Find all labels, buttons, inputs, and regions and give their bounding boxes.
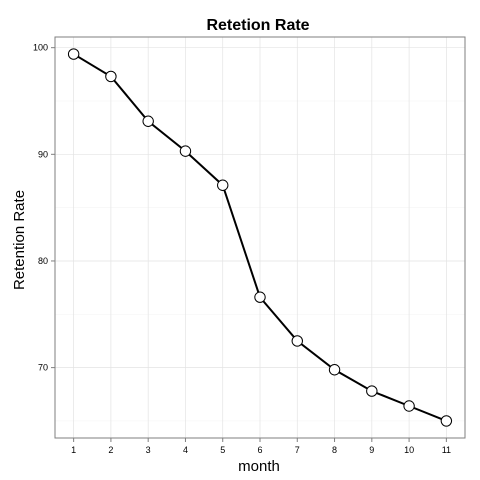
x-tick-label: 3: [146, 445, 151, 455]
x-axis: 1 2 3 4 5 6 7 8 9 10 11: [71, 438, 451, 455]
y-axis-title: Retention Rate: [11, 190, 28, 290]
data-point: [67, 48, 80, 60]
data-point: [403, 400, 415, 412]
x-tick-label: 2: [108, 445, 113, 455]
y-tick-label: 90: [38, 149, 48, 159]
x-tick-label: 6: [257, 445, 262, 455]
data-point: [105, 70, 117, 83]
x-tick-label: 8: [332, 445, 337, 455]
data-points: [67, 48, 453, 427]
x-tick-label: 7: [295, 445, 300, 455]
x-tick-label: 5: [220, 445, 225, 455]
x-tick-label: 9: [369, 445, 374, 455]
x-tick-label: 10: [404, 445, 414, 455]
x-tick-label: 4: [183, 445, 188, 455]
data-point: [217, 179, 229, 191]
chart-title: Retetion Rate: [206, 17, 309, 34]
y-tick-label: 80: [38, 256, 48, 266]
x-tick-label: 11: [442, 445, 451, 455]
data-point: [142, 115, 154, 127]
data-point: [179, 145, 192, 157]
data-point: [291, 335, 303, 347]
y-tick-label: 100: [33, 43, 48, 53]
y-tick-label: 70: [38, 363, 48, 373]
major-gridlines: [55, 37, 465, 438]
x-tick-label: 1: [71, 445, 76, 455]
x-axis-title: month: [238, 458, 280, 475]
y-axis: 70 80 90 100: [33, 43, 55, 373]
data-point: [440, 415, 453, 427]
data-point: [328, 364, 341, 376]
data-point: [366, 385, 378, 397]
data-point: [254, 291, 266, 303]
